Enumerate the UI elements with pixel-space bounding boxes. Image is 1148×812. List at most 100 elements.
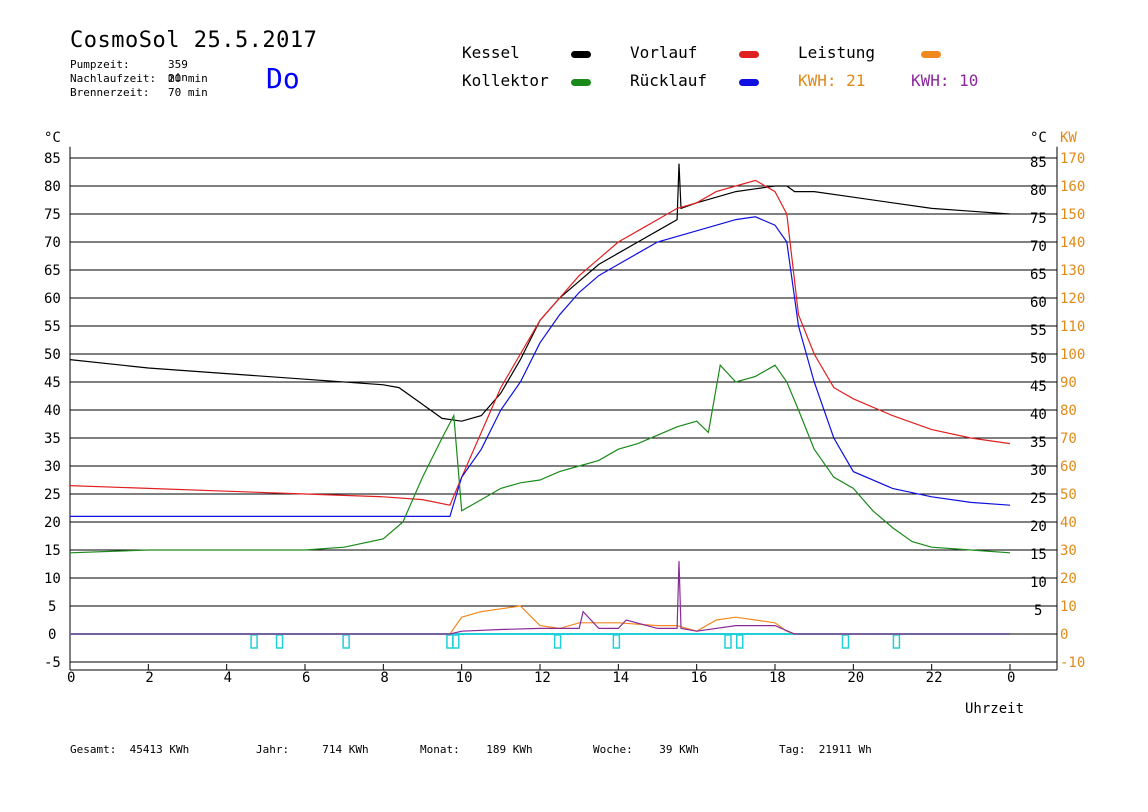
y-tick-label: 45 [44,375,61,391]
x-tick-label: 2 [145,670,154,686]
footer-value: 39 KWh [659,743,699,756]
y-right-tick-label: 85 [1030,155,1047,171]
pump-status-mark [841,634,850,649]
footer-label: Woche: [593,743,633,756]
y-tick-label: 85 [44,151,61,167]
info-value: 20 min [168,72,208,85]
info-pumpzeit: Pumpzeit: 359 min [70,58,188,84]
y-right-tick-label: 55 [1030,323,1047,339]
x-tick-label: 16 [690,670,708,686]
pump-status-mark [612,634,621,649]
ruecklauf-line [70,216,1011,518]
kw-tick-label: 100 [1060,347,1086,363]
pump-status-mark [446,634,454,649]
y-tick-label: 40 [44,403,61,419]
kw-tick-label: -10 [1060,655,1086,671]
x-tick-label: 4 [223,670,233,686]
x-tick-label: 0 [1007,670,1016,686]
legend-ruecklauf-label: Rücklauf [630,71,708,90]
legend-kwh-total: KWH: 21 [798,71,866,90]
pump-status-mark [553,634,562,649]
y-right-tick-label: 35 [1030,435,1047,451]
y-right-tick-label: 40 [1030,407,1047,423]
y-right-tick-label: 20 [1030,519,1047,535]
y-tick-label: 60 [44,291,61,307]
y-right-tick-label: 25 [1030,491,1047,507]
footer-value: 45413 KWh [129,743,190,756]
y-tick-label: 75 [44,207,61,223]
kw-tick-label: 30 [1060,543,1077,559]
pump-status-mark [736,634,744,649]
kw-tick-label: 160 [1060,179,1086,195]
footer-woche: Woche: 39 KWh [593,743,699,756]
info-nachlaufzeit: Nachlaufzeit: 20 min [70,72,208,85]
x-tick-label: 10 [455,670,473,686]
pump-status-mark [452,634,460,649]
kw-tick-label: 70 [1060,431,1077,447]
x-tick-label: 18 [769,670,786,686]
y-tick-label: 0 [48,627,57,643]
kw-tick-label: 170 [1060,151,1086,167]
footer-monat: Monat: 189 KWh [420,743,533,756]
kessel-line [69,163,1011,422]
y-right-tick-label: 70 [1030,239,1047,255]
footer-value: 189 KWh [486,743,533,756]
kw-tick-label: 140 [1060,235,1086,251]
kw-tick-label: 0 [1060,627,1069,643]
kw-tick-label: 130 [1060,263,1086,279]
pump-status-mark [250,634,258,649]
footer-tag: Tag: 21911 Wh [779,743,872,756]
kw-tick-label: 90 [1060,375,1077,391]
chart-title: CosmoSol 25.5.2017 [70,28,318,53]
y-right-tick-label: 50 [1030,351,1047,367]
pump-status-mark [275,634,284,649]
legend-kollektor-label: Kollektor [462,71,549,90]
y-tick-label: 65 [44,263,61,279]
legend-ruecklauf-swatch [739,79,759,86]
legend-kollektor-swatch [571,79,591,86]
kw-tick-label: 110 [1060,319,1086,335]
y-tick-label: 10 [44,571,61,587]
x-tick-label: 14 [612,670,630,686]
y-right-tick-label: 60 [1030,295,1047,311]
info-value: 70 min [168,86,208,99]
kw-tick-label: 10 [1060,599,1077,615]
kw-tick-label: 50 [1060,487,1077,503]
kollektor-line [69,363,1011,554]
x-tick-label: 8 [380,670,389,686]
y-tick-label: 70 [44,235,61,251]
y-tick-label: 5 [48,599,57,615]
y-right-tick-label: 5 [1034,603,1043,619]
y-right-tick-label: 75 [1030,211,1047,227]
y-tick-label: 35 [44,431,61,447]
kw-tick-label: 150 [1060,207,1086,223]
kw-tick-label: 80 [1060,403,1077,419]
footer-label: Tag: [779,743,806,756]
footer-label: Jahr: [256,743,290,756]
weekday-label: Do [266,62,300,95]
y-tick-label: 20 [44,515,61,531]
pump-status-mark [892,634,901,649]
y-tick-label: -5 [44,655,61,671]
x-tick-label: 0 [67,670,76,686]
footer-label: Gesamt: [70,743,117,756]
kw-tick-label: 40 [1060,515,1077,531]
y-tick-label: 80 [44,179,61,195]
pump-status-mark [724,634,732,649]
y-right-tick-label: 15 [1030,547,1047,563]
kw-tick-label: 20 [1060,571,1077,587]
info-label: Pumpzeit: [70,58,130,71]
legend-vorlauf-label: Vorlauf [630,43,698,62]
footer-jahr: Jahr: 714 KWh [256,743,369,756]
x-tick-label: 12 [534,670,551,686]
y-right-tick-label: 65 [1030,267,1047,283]
x-tick-label: 20 [847,670,865,686]
info-value: 359 min [168,58,188,84]
legend-kwh-secondary: KWH: 10 [911,71,979,90]
y-right-tick-label: 80 [1030,183,1047,199]
footer-label: Monat: [420,743,460,756]
legend-leistung-label: Leistung [798,43,876,62]
footer-value: 714 KWh [322,743,369,756]
info-brennerzeit: Brennerzeit: 70 min [70,86,208,99]
